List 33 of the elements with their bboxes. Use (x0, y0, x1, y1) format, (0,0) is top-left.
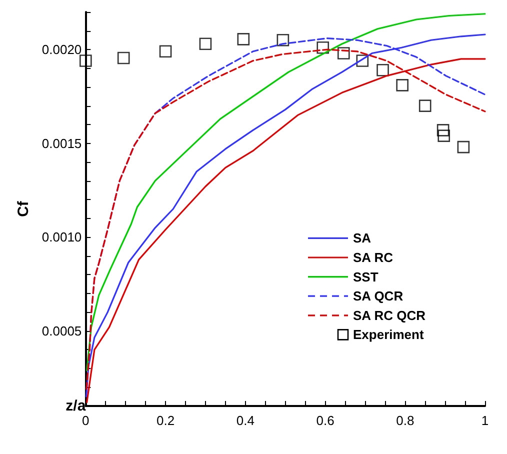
x-tick-label: 1 (481, 413, 489, 428)
x-tick-label: 0.8 (396, 413, 414, 428)
legend-label: SA RC QCR (353, 308, 426, 323)
point (117, 52, 130, 64)
legend-label: SA (353, 230, 372, 246)
legend-label: SA RC (353, 250, 394, 265)
x-tick-label: 0 (82, 413, 90, 428)
point (418, 100, 432, 112)
point (159, 45, 172, 58)
point (438, 130, 450, 142)
y-tick-label: 0.0015 (42, 136, 82, 151)
point (276, 34, 290, 46)
y-tick-label: 0.0005 (42, 323, 82, 338)
x-tick-label: 0.6 (316, 413, 334, 428)
point (356, 54, 369, 67)
point (80, 54, 92, 67)
point (237, 33, 250, 46)
point (337, 47, 350, 60)
x-axis-title: z/a (66, 398, 86, 414)
point (396, 79, 408, 92)
legend-label: SA QCR (353, 288, 404, 304)
point (199, 38, 212, 50)
legend-label: SST (353, 269, 378, 284)
y-tick-label: 0.0010 (42, 230, 82, 245)
x-tick-label: 0.4 (236, 413, 254, 428)
x-tick-label: 0.2 (156, 413, 175, 428)
y-tick-label: 0.0020 (42, 42, 82, 58)
point (457, 140, 470, 154)
point (376, 64, 389, 76)
y-axis-title: Cf (15, 200, 32, 217)
legend-label: Experiment (353, 327, 424, 342)
point (316, 42, 330, 54)
point (436, 124, 450, 136)
